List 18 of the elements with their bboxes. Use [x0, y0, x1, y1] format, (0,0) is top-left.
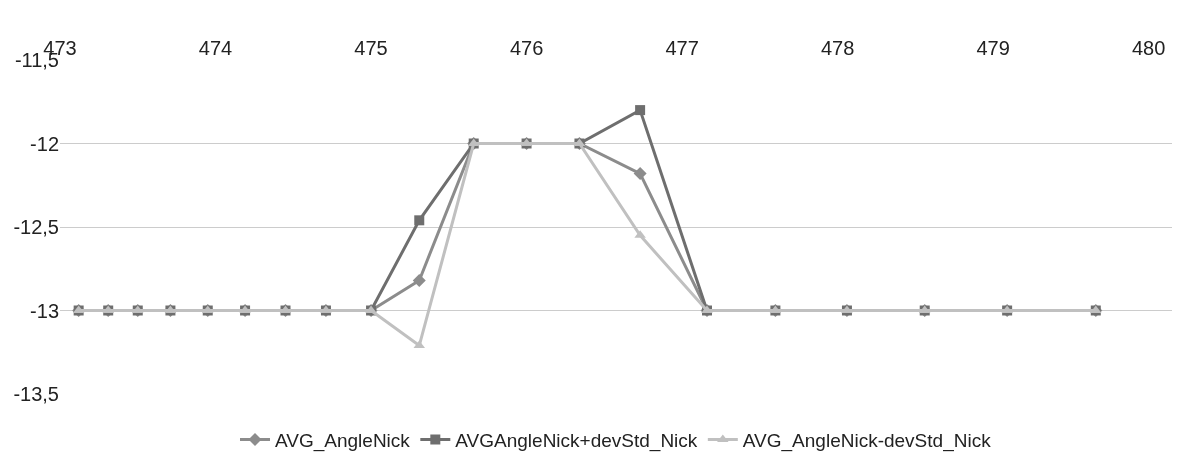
y-tick-label: -12,5 [13, 216, 59, 238]
legend-label: AVG_AngleNick [275, 429, 411, 452]
x-tick-label: 475 [354, 37, 388, 59]
x-tick-label: 478 [820, 37, 855, 59]
legend-label: AVGAngleNick+devStd_Nick [455, 429, 698, 452]
point [414, 215, 425, 226]
point [412, 273, 426, 287]
point [633, 167, 647, 181]
y-tick-label: -13,5 [13, 383, 59, 405]
x-tick-label: 476 [509, 37, 544, 59]
y-tick-label: -13 [30, 299, 59, 322]
x-tick-label: 477 [665, 37, 699, 59]
y-tick-label: -12 [30, 132, 59, 155]
legend-label: AVG_AngleNick-devStd_Nick [742, 429, 992, 452]
x-tick-label: 479 [976, 37, 1010, 59]
x-tick-label: 480 [1131, 37, 1166, 59]
x-tick-label: 474 [198, 37, 233, 59]
point [635, 105, 646, 116]
